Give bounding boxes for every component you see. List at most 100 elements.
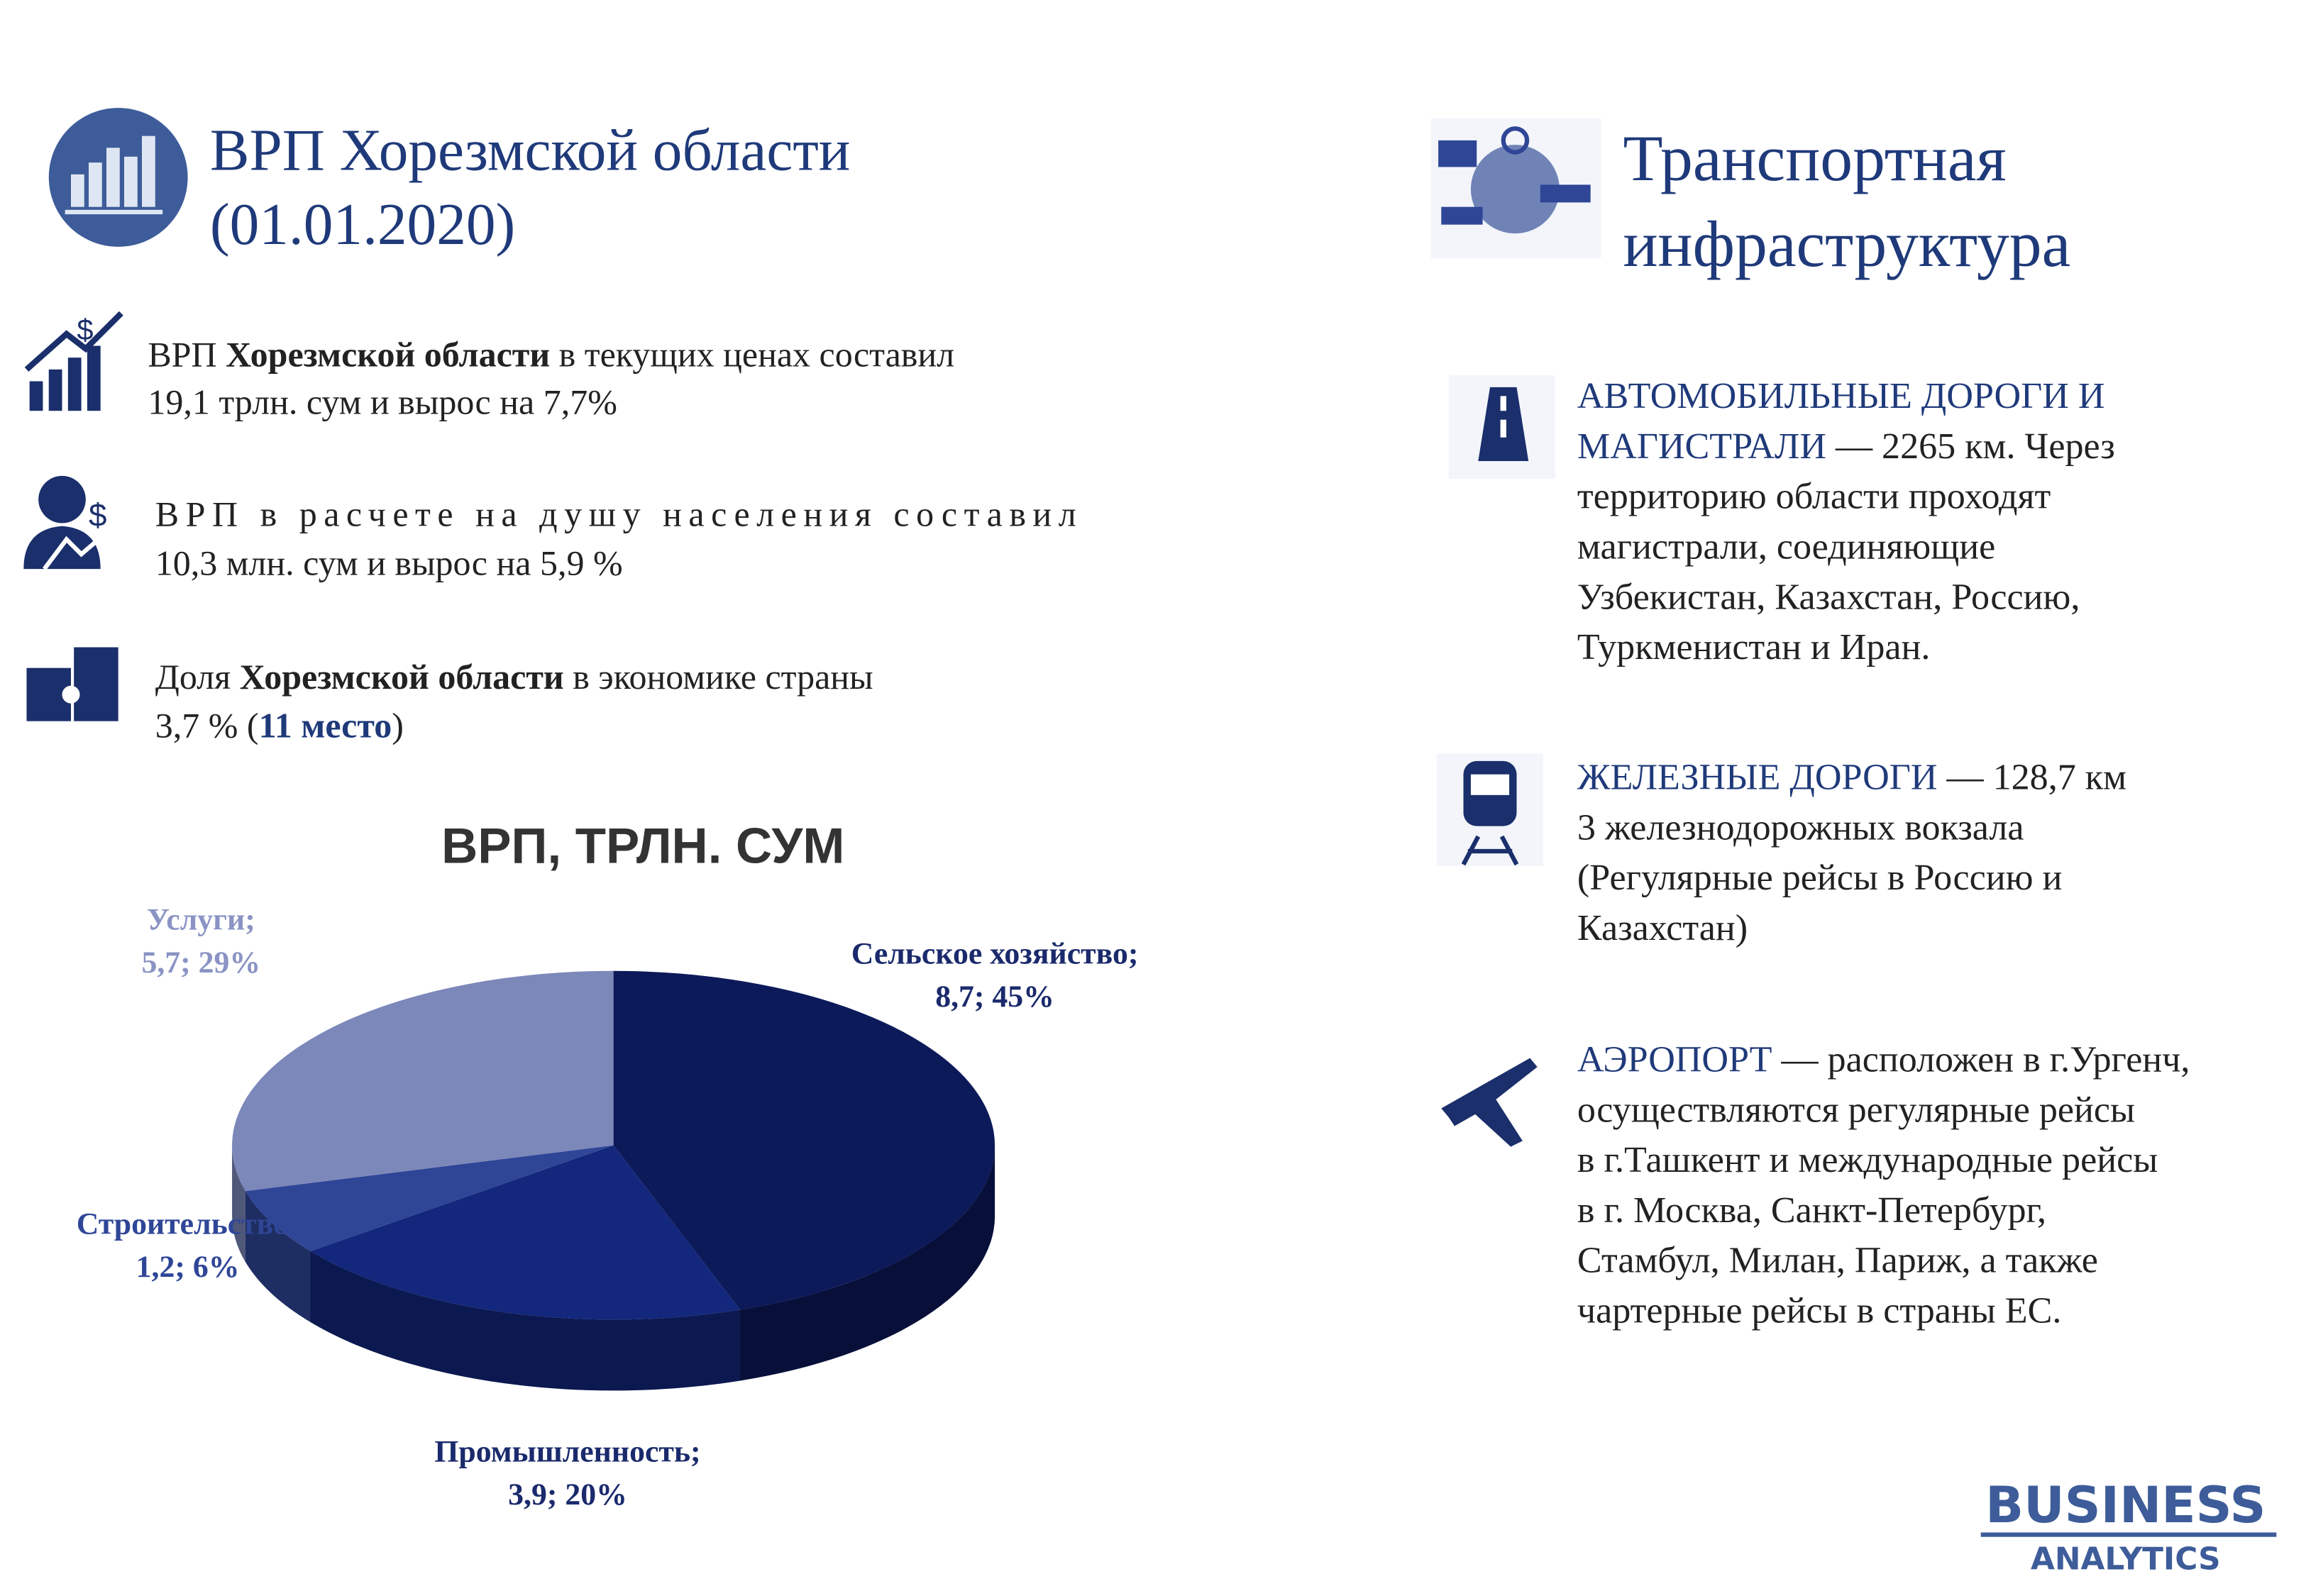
text-segment: 3,7 % (: [155, 706, 259, 746]
text-segment: 10,3 млн. сум и вырос на 5,9 %: [155, 543, 623, 582]
title-line: ВРП Хорезмской области: [210, 118, 851, 184]
transport-icon: [1430, 118, 1601, 259]
text-segment: АВТОМОБИЛЬНЫЕ ДОРОГИ И: [1577, 376, 2105, 416]
text-line: ВРП Хорезмской области в текущих ценах с…: [148, 335, 954, 375]
text-segment: — 128,7 км: [1937, 758, 2126, 798]
pie-slice: [232, 970, 614, 1192]
text-line: (Регулярные рейсы в Россию и: [1577, 858, 2062, 898]
pie-side: [232, 1145, 246, 1263]
text-segment: — расположен в г.Ургенч,: [1772, 1039, 2190, 1080]
pie-side-shade: [245, 1191, 311, 1322]
text-segment: в текущих ценах составил: [550, 335, 954, 375]
text-segment: — 2265 км. Через: [1826, 426, 2115, 467]
text-segment: чартерные рейсы в страны ЕС.: [1577, 1291, 2061, 1331]
pie-slice: [310, 1145, 740, 1320]
text-line: 3 железнодорожных вокзала: [1577, 807, 2024, 848]
text-line: МАГИСТРАЛИ — 2265 км. Через: [1577, 426, 2115, 467]
pie-sides: [232, 1145, 995, 1391]
road-icon: [1448, 375, 1555, 479]
text-line: ВРП в расчете на душу населения составил: [155, 494, 1076, 534]
text-line: Узбекистан, Казахстан, Россию,: [1577, 577, 2080, 617]
svg-text:$: $: [77, 313, 93, 346]
text-segment: ): [392, 706, 404, 746]
text-segment: 11 место: [259, 706, 392, 746]
person-icon: $: [23, 475, 123, 570]
text-line: магистрали, соединяющие: [1577, 527, 1995, 567]
text-segment: ЖЕЛЕЗНЫЕ ДОРОГИ: [1577, 758, 1938, 798]
text-segment: Стамбул, Милан, Париж, а также: [1577, 1241, 2098, 1281]
puzzle-icon: [26, 647, 118, 721]
text-segment: Доля: [155, 657, 240, 697]
text-line: Доля Хорезмской области в экономике стра…: [155, 657, 873, 697]
text-line: АЭРОПОРТ — расположен в г.Ургенч,: [1577, 1039, 2190, 1080]
logo: BUSINESS ANALYTICS: [1980, 1475, 2277, 1578]
left-title: ВРП Хорезмской области (01.01.2020): [210, 118, 851, 257]
title-line: Транспортная: [1623, 122, 2007, 194]
pie-tops: [232, 970, 995, 1320]
text-line: 3,7 % (11 место): [155, 706, 404, 746]
pie-side: [739, 1145, 995, 1381]
left-items: ВРП Хорезмской области в текущих ценах с…: [148, 335, 1076, 746]
slice-value-label: 3,9; 20%: [508, 1478, 627, 1512]
title-line: (01.01.2020): [210, 192, 515, 257]
text-line: 19,1 трлн. сум и вырос на 7,7%: [148, 382, 617, 421]
text-segment: Хорезмской области: [226, 335, 550, 375]
growth-icon: $: [24, 311, 123, 411]
text-segment: 19,1 трлн. сум и вырос на 7,7%: [148, 382, 617, 421]
slice-category: Промышленность;: [434, 1434, 700, 1468]
text-segment: Хорезмской области: [240, 657, 564, 697]
text-line: Туркменистан и Иран.: [1577, 627, 1930, 667]
pie-side-shade: [232, 1145, 246, 1263]
text-segment: в г.Ташкент и международные рейсы: [1577, 1140, 2158, 1180]
pie-side: [245, 1191, 311, 1322]
text-line: ЖЕЛЕЗНЫЕ ДОРОГИ — 128,7 км: [1577, 758, 2126, 798]
text-segment: Туркменистан и Иран.: [1577, 627, 1930, 667]
text-line: Казахстан): [1577, 908, 1748, 948]
text-segment: в г. Москва, Санкт-Петербург,: [1577, 1190, 2046, 1231]
text-segment: территорию области проходят: [1577, 477, 2051, 517]
pie-slice: [613, 970, 995, 1310]
text-segment: АЭРОПОРТ: [1577, 1039, 1772, 1080]
gdp-icon: [48, 108, 188, 247]
text-line: Стамбул, Милан, Париж, а также: [1577, 1241, 2098, 1281]
text-line: в г.Ташкент и международные рейсы: [1577, 1140, 2158, 1180]
text-segment: магистрали, соединяющие: [1577, 527, 1995, 567]
right-title: Транспортная инфраструктура: [1623, 122, 2071, 280]
pie-chart: Сельское хозяйство; 8,7; 45% Промышленност…: [77, 902, 1139, 1511]
logo-top: BUSINESS: [1985, 1475, 2266, 1534]
slice-value-label: 5,7; 29%: [141, 946, 260, 980]
text-line: АВТОМОБИЛЬНЫЕ ДОРОГИ И: [1577, 376, 2105, 416]
slice-category: Строительство;: [77, 1207, 299, 1241]
text-line: 10,3 млн. сум и вырос на 5,9 %: [155, 543, 623, 582]
pie-side-shade: [739, 1145, 995, 1381]
plane-icon: [1441, 1058, 1538, 1147]
text-segment: (Регулярные рейсы в Россию и: [1577, 858, 2062, 898]
text-segment: МАГИСТРАЛИ: [1577, 426, 1826, 467]
svg-text:$: $: [89, 497, 107, 533]
text-line: чартерные рейсы в страны ЕС.: [1577, 1291, 2061, 1331]
slice-value-label: 8,7; 45%: [935, 980, 1054, 1014]
text-segment: осуществляются регулярные рейсы: [1577, 1090, 2135, 1130]
pie-side: [310, 1251, 740, 1391]
text-line: территорию области проходят: [1577, 477, 2051, 517]
pie-side-shade: [310, 1251, 740, 1391]
text-segment: ВРП: [148, 335, 226, 375]
text-segment: Казахстан): [1577, 908, 1748, 948]
train-icon: [1437, 753, 1543, 866]
title-line: инфраструктура: [1623, 208, 2071, 280]
slice-category: Услуги;: [147, 902, 255, 936]
text-segment: 3 железнодорожных вокзала: [1577, 807, 2024, 848]
text-line: в г. Москва, Санкт-Петербург,: [1577, 1190, 2046, 1231]
slice-value-label: 1,2; 6%: [136, 1250, 240, 1284]
text-line: осуществляются регулярные рейсы: [1577, 1090, 2135, 1130]
chart-title: ВРП, ТРЛН. СУМ: [441, 819, 844, 875]
text-segment: Узбекистан, Казахстан, Россию,: [1577, 577, 2080, 617]
logo-bottom: ANALYTICS: [2031, 1541, 2221, 1578]
pie-slice: [245, 1145, 614, 1251]
text-segment: в экономике страны: [564, 657, 873, 697]
slice-category: Сельское хозяйство;: [851, 936, 1139, 970]
text-segment: ВРП в расчете на душу населения составил: [155, 494, 1076, 534]
right-items: АВТОМОБИЛЬНЫЕ ДОРОГИ И МАГИСТРАЛИ — 2265 …: [1577, 376, 2190, 1331]
